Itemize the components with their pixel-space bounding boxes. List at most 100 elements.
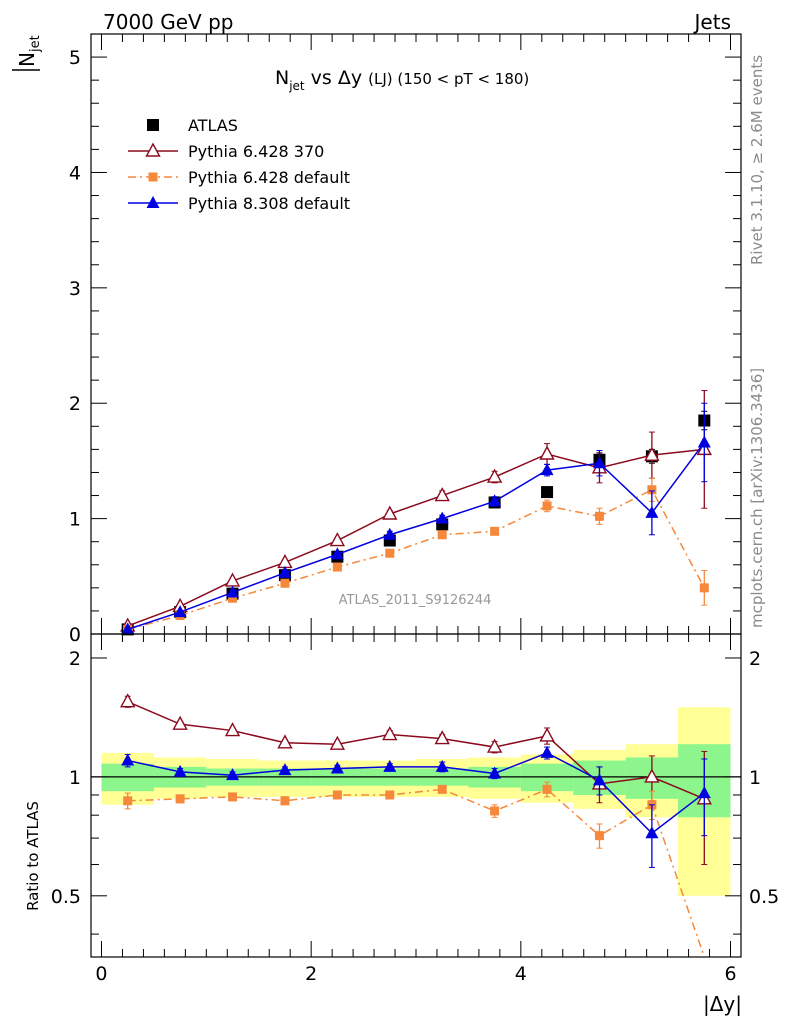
data-point — [173, 605, 187, 618]
ratio-point — [332, 790, 342, 800]
ratio-point — [278, 763, 292, 776]
data-point — [385, 548, 395, 558]
legend-marker — [146, 196, 160, 208]
ratio-y-tick-label-right: 0.5 — [749, 886, 779, 908]
rivet-version-label: Rivet 3.1.10, ≥ 2.6M events — [748, 55, 766, 265]
ratio-point — [488, 766, 502, 779]
main-y-tick-label: 2 — [69, 393, 81, 415]
legend-marker — [147, 119, 159, 131]
ratio-series-0 — [120, 693, 712, 866]
legend-entry-3: Pythia 8.308 default — [128, 194, 350, 213]
ratio-point — [121, 753, 135, 766]
ratio-point — [592, 773, 606, 786]
title-vs: vs Δy — [305, 67, 369, 89]
main-plot-title: Njet vs Δy (LJ) (150 < pT < 180) — [275, 67, 529, 93]
ratio-point — [173, 764, 187, 777]
main-y-tick-label: 3 — [69, 278, 81, 300]
main-y-tick-label: 5 — [69, 47, 81, 69]
data-point — [278, 565, 292, 578]
legend-entry-0: ATLAS — [147, 116, 238, 135]
ratio-y-tick-label-right: 1 — [749, 767, 761, 789]
main-series-2 — [123, 477, 709, 634]
data-point — [592, 456, 606, 469]
analysis-watermark: ATLAS_2011_S9126244 — [339, 593, 492, 608]
ratio-point — [437, 784, 447, 794]
ratio-point — [172, 715, 188, 730]
legend-marker — [148, 172, 158, 182]
ratio-point — [435, 759, 449, 772]
title-n: N — [275, 67, 289, 89]
ratio-point — [120, 693, 136, 708]
legend-marker — [145, 142, 161, 157]
ratio-point — [385, 790, 395, 800]
y-label-n: N — [15, 52, 39, 67]
ratio-point — [123, 796, 133, 806]
data-point — [435, 511, 449, 524]
ratio-line — [127, 788, 706, 957]
x-tick-label: 6 — [724, 963, 736, 985]
legend-entry-2: Pythia 6.428 default — [128, 168, 350, 187]
ratio-point — [594, 831, 604, 841]
ratio-point — [434, 730, 450, 745]
data-point — [329, 532, 346, 547]
ratio-point — [382, 726, 398, 741]
x-tick-label: 2 — [305, 963, 317, 985]
data-point — [437, 530, 447, 540]
ratio-point — [280, 796, 290, 806]
main-series-3 — [121, 402, 711, 635]
data-point — [644, 446, 660, 461]
data-point — [226, 585, 240, 598]
data-point — [699, 583, 709, 593]
data-point — [594, 511, 604, 521]
ratio-y-tick-label-right: 2 — [749, 648, 761, 670]
data-point — [488, 494, 502, 507]
data-point — [539, 445, 555, 460]
ratio-point — [277, 734, 293, 749]
x-tick-label: 0 — [95, 963, 107, 985]
ratio-series-layer — [120, 693, 712, 957]
x-axis-label: |Δy| — [703, 992, 742, 1016]
ratio-y-tick-label: 0.5 — [51, 886, 81, 908]
data-point — [121, 622, 135, 635]
ratio-point — [486, 738, 503, 753]
ratio-point — [542, 784, 552, 794]
data-point — [382, 505, 398, 520]
ratio-point — [645, 826, 659, 839]
ratio-point — [644, 768, 660, 783]
data-point — [542, 501, 552, 511]
data-point — [490, 526, 500, 536]
ratio-axes-frame: 0.5 0.5 1 1 2 2 0 2 4 6 — [51, 633, 779, 985]
ratio-point — [490, 806, 500, 816]
main-y-tick-label: 1 — [69, 509, 81, 531]
legend-entry-1: Pythia 6.428 370 — [128, 142, 324, 161]
ratio-point — [539, 727, 555, 742]
data-point — [540, 463, 554, 476]
title-range: (150 < pT < 180) — [393, 70, 530, 88]
data-point — [645, 505, 659, 518]
ratio-point — [226, 768, 240, 781]
legend: ATLAS Pythia 6.428 370 Pythia 6.428 defaul… — [128, 116, 350, 213]
ratio-uncertainty-bands — [91, 707, 741, 896]
series-line — [127, 448, 705, 627]
data-point — [434, 487, 450, 502]
ratio-point — [330, 761, 344, 774]
main-axes-frame: 0 1 2 3 4 5 — [69, 33, 742, 646]
data-point — [647, 485, 657, 495]
data-point — [280, 578, 290, 588]
x-tick-label: 4 — [515, 963, 527, 985]
main-y-tick-label: 4 — [69, 162, 81, 184]
ratio-point — [175, 794, 185, 804]
data-point — [541, 486, 554, 499]
data-point — [330, 547, 344, 560]
legend-label: Pythia 6.428 default — [188, 168, 350, 187]
data-point — [383, 527, 397, 540]
ratio-y-tick-label: 2 — [69, 648, 81, 670]
legend-label: Pythia 8.308 default — [188, 194, 350, 213]
ratio-line — [127, 701, 705, 800]
ratio-point — [224, 722, 241, 737]
mcplots-source-label: mcplots.cern.ch [arXiv:1306.3436] — [748, 368, 766, 628]
header-jets-label: Jets — [693, 10, 731, 34]
data-point — [277, 553, 293, 569]
title-lj: (LJ) — [368, 70, 393, 88]
